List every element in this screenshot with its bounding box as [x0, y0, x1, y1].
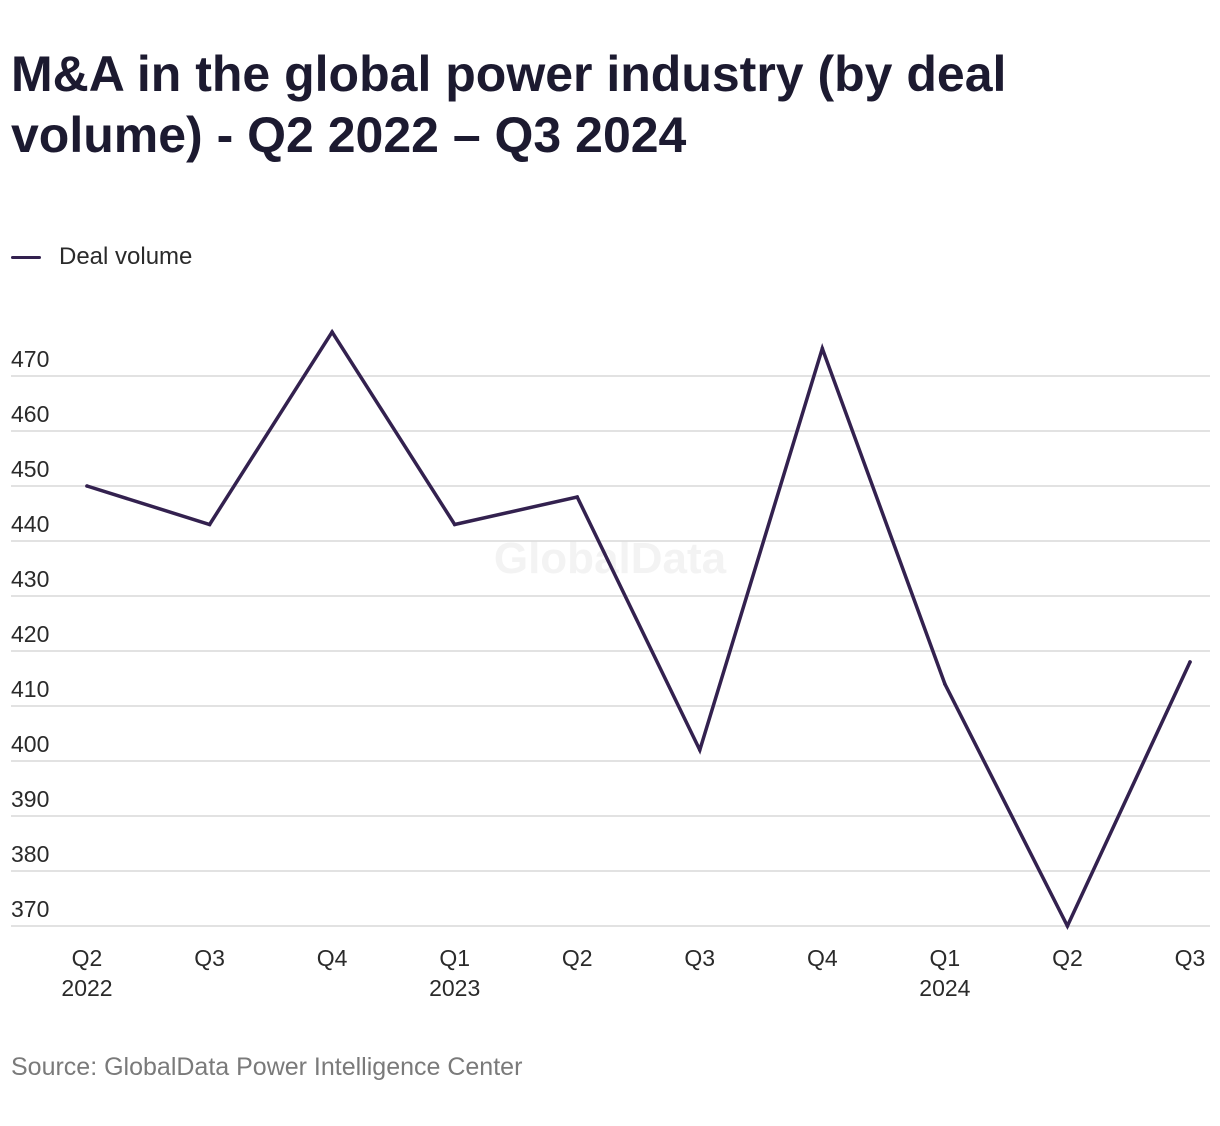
y-tick-label: 470: [11, 346, 49, 372]
x-tick-year-label: 2024: [919, 975, 970, 1001]
data-point: [452, 522, 457, 527]
data-point: [330, 330, 334, 334]
gridlines: [11, 375, 1210, 927]
source-note: Source: GlobalData Power Intelligence Ce…: [11, 1053, 523, 1081]
chart-title: M&A in the global power industry (by dea…: [11, 46, 1007, 163]
data-point: [575, 495, 580, 499]
y-tick-label: 440: [11, 511, 49, 537]
y-axis: 370 380 390 400 410 420 430 440 450 460 470: [11, 346, 49, 922]
x-tick-label: Q4: [807, 945, 838, 971]
line-chart: GlobalData 370 380 390 400 410 420 430 440 450 46…: [11, 328, 1210, 1001]
y-tick-label: 430: [11, 566, 49, 592]
data-point: [820, 346, 825, 351]
series-group: [85, 328, 1192, 931]
x-tick-label: Q3: [1175, 945, 1206, 971]
x-tick-year-label: 2023: [429, 975, 480, 1001]
data-point: [1188, 660, 1192, 664]
x-tick-label: Q2: [562, 945, 593, 971]
x-tick-label: Q1: [439, 945, 470, 971]
legend: Deal volume: [11, 242, 192, 272]
x-tick-label: Q2: [72, 945, 103, 971]
y-tick-label: 460: [11, 401, 49, 427]
y-tick-label: 410: [11, 676, 49, 702]
x-tick-label: Q2: [1052, 945, 1083, 971]
data-point: [207, 522, 212, 527]
x-axis: Q2 2022 Q3 Q4 Q1 2023 Q2 Q3 Q4 Q1 2024 Q2 Q3: [61, 945, 1205, 1001]
x-tick-year-label: 2022: [61, 975, 112, 1001]
data-point: [1065, 924, 1070, 928]
series-line-deal-volume: [85, 328, 1192, 931]
x-tick-label: Q3: [194, 945, 225, 971]
watermark: GlobalData: [494, 534, 727, 583]
data-point: [943, 682, 947, 686]
legend-swatch: [11, 255, 41, 259]
y-tick-label: 390: [11, 786, 49, 812]
y-tick-label: 400: [11, 731, 49, 757]
y-tick-label: 450: [11, 456, 49, 482]
x-tick-label: Q3: [684, 945, 715, 971]
x-tick-label: Q4: [317, 945, 348, 971]
x-tick-label: Q1: [930, 945, 961, 971]
y-tick-label: 380: [11, 841, 49, 867]
y-tick-label: 420: [11, 621, 49, 647]
legend-label: Deal volume: [59, 243, 193, 270]
data-point: [697, 748, 702, 752]
data-point: [85, 484, 89, 488]
y-tick-label: 370: [11, 896, 49, 922]
